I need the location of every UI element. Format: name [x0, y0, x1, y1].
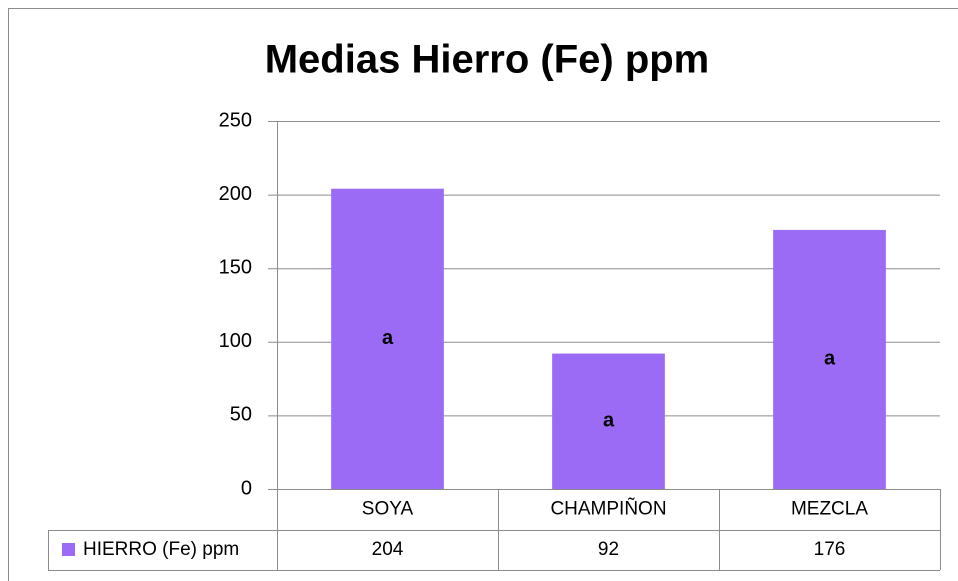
legend-label: HIERRO (Fe) ppm [83, 539, 239, 560]
bar-annotation: a [382, 327, 394, 349]
bar [773, 229, 886, 490]
table-value: 204 [372, 539, 404, 560]
table-value: 176 [814, 539, 846, 560]
y-tick-label: 250 [219, 109, 252, 131]
legend-key [62, 543, 75, 556]
table-value: 92 [598, 539, 619, 560]
x-tick-label: SOYA [362, 499, 414, 520]
y-tick-label: 200 [219, 183, 252, 205]
y-tick-label: 50 [230, 404, 252, 426]
bar [552, 353, 665, 489]
bar [331, 188, 444, 489]
x-tick-label: MEZCLA [791, 499, 868, 520]
y-tick-label: 150 [219, 256, 252, 278]
chart-title: Medias Hierro (Fe) ppm [265, 38, 710, 82]
bar-annotation: a [603, 410, 615, 432]
y-tick-label: 100 [219, 330, 252, 352]
bar-annotation: a [824, 348, 836, 370]
y-tick-label: 0 [241, 477, 252, 499]
x-tick-label: CHAMPIÑON [550, 498, 666, 520]
